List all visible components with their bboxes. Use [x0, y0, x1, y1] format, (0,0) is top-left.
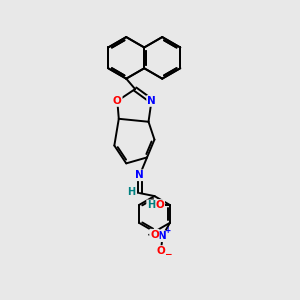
Text: N: N	[147, 96, 156, 106]
Text: H: H	[147, 200, 155, 210]
Text: +: +	[165, 226, 171, 235]
Text: O: O	[155, 200, 164, 210]
Text: O: O	[157, 246, 165, 256]
Text: N: N	[158, 231, 167, 241]
Text: O: O	[150, 230, 159, 240]
Text: N: N	[135, 170, 144, 180]
Text: O: O	[113, 96, 122, 106]
Text: H: H	[127, 187, 135, 197]
Text: −: −	[164, 250, 171, 260]
